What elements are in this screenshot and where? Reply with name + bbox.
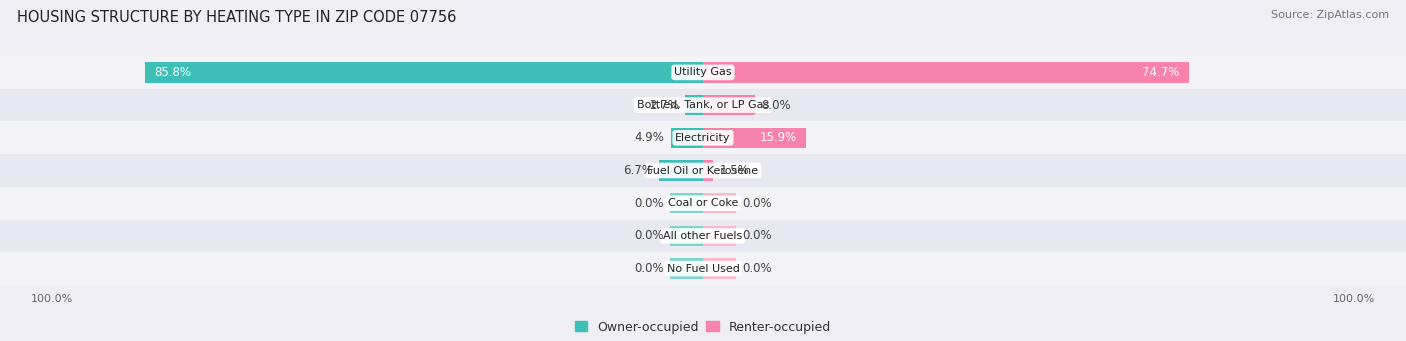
Text: 0.0%: 0.0% bbox=[742, 229, 772, 242]
Text: Fuel Oil or Kerosene: Fuel Oil or Kerosene bbox=[647, 165, 759, 176]
Bar bbox=[0, 89, 1406, 121]
Text: 15.9%: 15.9% bbox=[759, 131, 797, 144]
Legend: Owner-occupied, Renter-occupied: Owner-occupied, Renter-occupied bbox=[572, 318, 834, 336]
Text: 6.7%: 6.7% bbox=[623, 164, 652, 177]
Text: 0.0%: 0.0% bbox=[634, 229, 664, 242]
Text: 4.9%: 4.9% bbox=[634, 131, 665, 144]
Bar bbox=[703, 62, 1189, 83]
Text: 0.0%: 0.0% bbox=[742, 197, 772, 210]
Text: Source: ZipAtlas.com: Source: ZipAtlas.com bbox=[1271, 10, 1389, 20]
Text: 85.8%: 85.8% bbox=[155, 66, 191, 79]
Bar bbox=[0, 154, 1406, 187]
Bar bbox=[0, 220, 1406, 252]
Text: No Fuel Used: No Fuel Used bbox=[666, 264, 740, 273]
Text: All other Fuels: All other Fuels bbox=[664, 231, 742, 241]
Text: HOUSING STRUCTURE BY HEATING TYPE IN ZIP CODE 07756: HOUSING STRUCTURE BY HEATING TYPE IN ZIP… bbox=[17, 10, 456, 25]
Bar bbox=[703, 193, 735, 213]
Bar bbox=[703, 258, 735, 279]
Text: Bottled, Tank, or LP Gas: Bottled, Tank, or LP Gas bbox=[637, 100, 769, 110]
Bar bbox=[703, 226, 735, 246]
Text: 0.0%: 0.0% bbox=[742, 262, 772, 275]
Bar bbox=[703, 160, 713, 181]
Bar bbox=[145, 62, 703, 83]
Text: 1.5%: 1.5% bbox=[720, 164, 749, 177]
Bar bbox=[686, 95, 703, 115]
Bar bbox=[0, 252, 1406, 285]
Text: 8.0%: 8.0% bbox=[762, 99, 792, 112]
Bar bbox=[0, 121, 1406, 154]
Text: Electricity: Electricity bbox=[675, 133, 731, 143]
Text: 74.7%: 74.7% bbox=[1142, 66, 1180, 79]
Bar bbox=[671, 258, 703, 279]
Text: 0.0%: 0.0% bbox=[634, 262, 664, 275]
Text: 0.0%: 0.0% bbox=[634, 197, 664, 210]
Bar bbox=[671, 128, 703, 148]
Bar bbox=[659, 160, 703, 181]
Bar bbox=[0, 56, 1406, 89]
Bar bbox=[703, 128, 807, 148]
Text: Coal or Coke: Coal or Coke bbox=[668, 198, 738, 208]
Text: 2.7%: 2.7% bbox=[650, 99, 679, 112]
Bar bbox=[703, 95, 755, 115]
Bar bbox=[671, 226, 703, 246]
Bar bbox=[671, 193, 703, 213]
Bar bbox=[0, 187, 1406, 220]
Text: Utility Gas: Utility Gas bbox=[675, 68, 731, 77]
